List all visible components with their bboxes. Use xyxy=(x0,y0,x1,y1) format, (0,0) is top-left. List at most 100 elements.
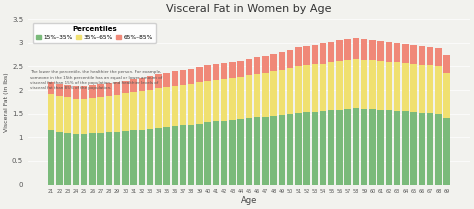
Bar xyxy=(345,39,351,60)
Bar xyxy=(64,97,71,133)
Bar xyxy=(213,121,219,137)
Bar xyxy=(287,114,293,133)
Bar xyxy=(98,97,104,133)
Bar xyxy=(172,126,178,141)
Bar xyxy=(303,65,310,112)
Bar xyxy=(138,78,145,92)
Bar xyxy=(402,44,409,63)
Bar xyxy=(328,130,335,185)
Bar xyxy=(287,68,293,114)
Bar xyxy=(402,132,409,185)
Bar xyxy=(48,144,55,185)
Bar xyxy=(303,112,310,132)
Bar xyxy=(394,111,401,131)
Bar xyxy=(180,140,186,185)
Bar xyxy=(221,79,228,121)
Bar xyxy=(320,43,326,64)
Bar xyxy=(246,59,252,75)
Bar xyxy=(147,129,153,143)
Bar xyxy=(48,130,55,144)
Bar xyxy=(155,141,162,185)
Bar xyxy=(353,129,359,185)
Bar xyxy=(369,130,375,185)
Bar xyxy=(386,131,392,185)
Bar xyxy=(188,125,194,139)
Bar xyxy=(311,112,318,131)
Bar xyxy=(138,143,145,185)
Bar xyxy=(386,42,392,62)
Bar xyxy=(353,59,359,108)
Bar xyxy=(237,135,244,185)
Bar xyxy=(262,116,269,134)
Bar xyxy=(130,92,137,130)
Bar xyxy=(229,78,236,120)
Bar xyxy=(229,62,236,78)
Bar xyxy=(147,76,153,90)
Bar xyxy=(114,144,120,185)
Bar xyxy=(147,90,153,129)
Bar xyxy=(204,122,211,137)
Bar xyxy=(427,113,433,134)
Bar xyxy=(106,83,112,96)
Bar xyxy=(336,130,343,185)
Bar xyxy=(56,132,63,145)
Bar xyxy=(237,61,244,77)
Bar xyxy=(89,98,96,133)
Bar xyxy=(254,117,260,134)
Bar xyxy=(196,124,203,138)
Bar xyxy=(311,65,318,112)
Bar xyxy=(221,121,228,136)
Bar xyxy=(443,140,450,185)
Bar xyxy=(328,62,335,110)
Bar xyxy=(295,113,301,132)
Bar xyxy=(56,96,63,132)
Bar xyxy=(410,133,417,185)
Bar xyxy=(89,145,96,185)
Bar xyxy=(435,66,441,114)
Bar xyxy=(279,115,285,133)
Bar xyxy=(262,73,269,116)
Bar xyxy=(419,113,425,133)
Bar xyxy=(164,141,170,185)
Legend: 15%–35%, 35%–65%, 65%–85%: 15%–35%, 35%–65%, 65%–85% xyxy=(33,23,155,43)
Bar xyxy=(287,133,293,185)
Bar xyxy=(435,134,441,185)
Bar xyxy=(394,62,401,111)
Bar xyxy=(410,45,417,64)
Bar xyxy=(130,143,137,185)
Bar xyxy=(369,60,375,110)
Bar xyxy=(279,70,285,115)
Bar xyxy=(213,64,219,80)
Bar xyxy=(279,133,285,185)
Bar xyxy=(138,92,145,130)
Bar xyxy=(246,135,252,185)
Bar xyxy=(320,131,326,185)
Bar xyxy=(311,45,318,65)
Bar xyxy=(73,134,79,146)
Bar xyxy=(361,39,367,60)
Bar xyxy=(122,81,128,93)
Bar xyxy=(410,64,417,112)
Bar xyxy=(213,80,219,121)
Bar xyxy=(377,41,384,61)
Bar xyxy=(172,141,178,185)
Bar xyxy=(81,98,87,134)
Bar xyxy=(81,146,87,185)
Bar xyxy=(114,132,120,144)
Bar xyxy=(402,111,409,132)
Bar xyxy=(361,60,367,109)
Bar xyxy=(130,130,137,143)
Bar xyxy=(155,74,162,88)
Bar xyxy=(64,133,71,145)
Bar xyxy=(155,128,162,141)
Bar xyxy=(419,46,425,65)
Bar xyxy=(419,65,425,113)
Bar xyxy=(221,63,228,79)
Bar xyxy=(237,77,244,119)
Bar xyxy=(180,70,186,85)
Bar xyxy=(254,57,260,74)
Bar xyxy=(311,131,318,185)
Bar xyxy=(386,110,392,131)
Bar xyxy=(287,50,293,68)
Bar xyxy=(427,47,433,65)
